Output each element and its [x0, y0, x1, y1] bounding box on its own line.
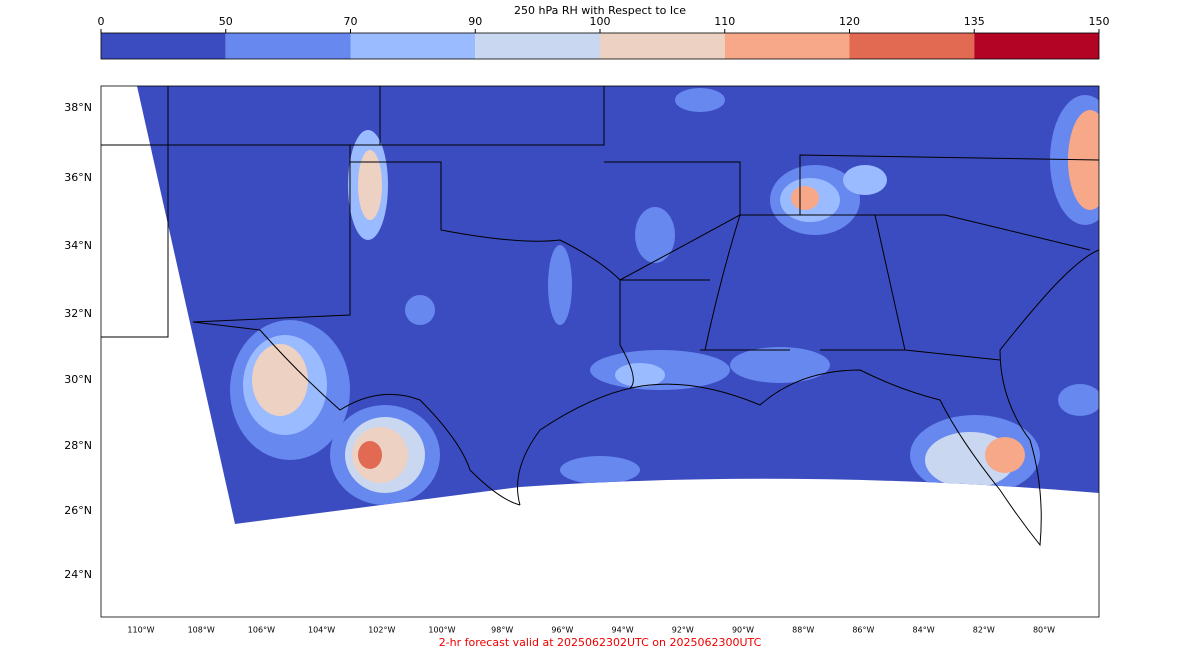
colorbar-segment — [101, 33, 226, 59]
lat-label: 30°N — [64, 373, 92, 386]
colorbar-segment — [475, 33, 600, 59]
colorbar-segment — [849, 33, 975, 59]
lon-label: 108°W — [188, 626, 215, 635]
colorbar-title: 250 hPa RH with Respect to Ice — [514, 4, 686, 17]
lon-label: 80°W — [1033, 626, 1055, 635]
lat-label: 24°N — [64, 568, 92, 581]
lon-label: 104°W — [308, 626, 335, 635]
colorbar-tick-label: 110 — [714, 15, 735, 28]
colorbar-tick-label: 150 — [1089, 15, 1110, 28]
axis-labels: 38°N 36°N 34°N 32°N 30°N 28°N 26°N 24°N 110°W 108… — [64, 101, 1055, 635]
lon-label: 88°W — [792, 626, 814, 635]
lon-label: 98°W — [491, 626, 513, 635]
colorbar-segment — [350, 33, 476, 59]
colorbar-tick-label: 0 — [98, 15, 105, 28]
colorbar-frame — [100, 32, 1100, 60]
colorbar-tick-label: 135 — [964, 15, 985, 28]
lon-label: 110°W — [127, 626, 154, 635]
colorbar-segment — [225, 33, 351, 59]
colorbar-tick-label: 90 — [468, 15, 482, 28]
lon-label: 90°W — [732, 626, 754, 635]
colorbar-segment — [724, 33, 850, 59]
state-borders — [101, 86, 1100, 547]
colorbar-tick-label: 100 — [590, 15, 611, 28]
colorbar: 0 50 70 90 100 110 120 135 150 — [98, 15, 1110, 59]
lon-label: 86°W — [852, 626, 874, 635]
colorbar-tick-label: 50 — [219, 15, 233, 28]
lon-label: 106°W — [248, 626, 275, 635]
lat-label: 32°N — [64, 307, 92, 320]
colorbar-segment — [600, 33, 725, 59]
lat-label: 26°N — [64, 504, 92, 517]
map-frame — [100, 85, 1100, 618]
lon-label: 94°W — [612, 626, 634, 635]
lat-label: 36°N — [64, 171, 92, 184]
lon-label: 102°W — [368, 626, 395, 635]
footer: 2-hr forecast valid at 2025062302UTC on … — [439, 636, 762, 649]
colorbar-segment — [974, 33, 1099, 59]
moisture-field — [230, 88, 1099, 505]
colorbar-tick-label: 120 — [839, 15, 860, 28]
colorbar-tick-label: 70 — [344, 15, 358, 28]
lon-label: 82°W — [973, 626, 995, 635]
map — [101, 86, 1100, 547]
lon-label: 100°W — [428, 626, 455, 635]
lat-label: 34°N — [64, 239, 92, 252]
lon-label: 92°W — [672, 626, 694, 635]
lon-label: 84°W — [913, 626, 935, 635]
lon-label: 96°W — [551, 626, 573, 635]
lat-label: 28°N — [64, 439, 92, 452]
lat-label: 38°N — [64, 101, 92, 114]
